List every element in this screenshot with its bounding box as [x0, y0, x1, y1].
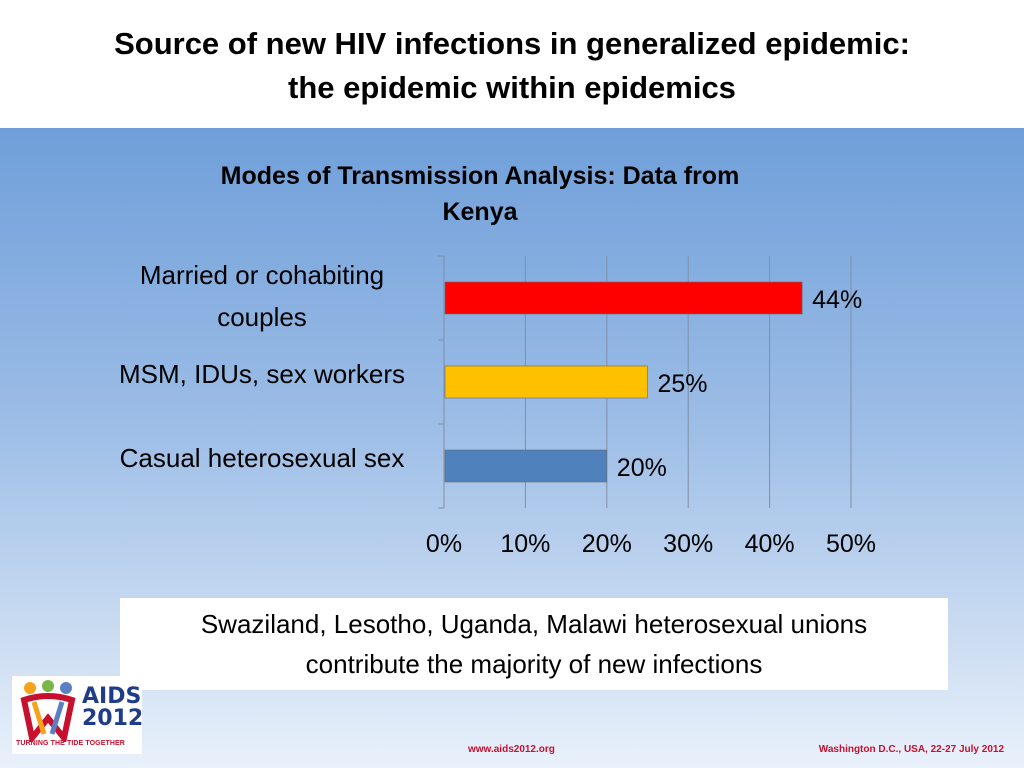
logo-text-line-2: 2012 [82, 706, 144, 731]
aids2012-logo: AIDS 2012 TURNING THE TIDE TOGETHER [12, 676, 143, 754]
bar [444, 281, 803, 315]
chart-title: Modes of Transmission Analysis: Data fro… [150, 158, 810, 230]
logo-text-line-1: AIDS [82, 684, 142, 709]
bar [444, 365, 648, 399]
footer-url[interactable]: www.aids2012.org [468, 744, 555, 755]
slide-header: Source of new HIV infections in generali… [0, 0, 1024, 128]
data-label: 20% [617, 454, 667, 482]
x-tick-label: 50% [826, 530, 876, 558]
x-tick-label: 40% [745, 530, 795, 558]
category-label: Casual heterosexual sex [120, 443, 405, 473]
slide-body: Modes of Transmission Analysis: Data fro… [0, 128, 1024, 768]
data-label: 25% [658, 370, 708, 398]
bar [444, 449, 608, 483]
category-label: Married or cohabiting [140, 260, 384, 290]
slide-title-line-1: Source of new HIV infections in generali… [114, 26, 910, 61]
category-label: couples [217, 302, 307, 332]
logo-tagline: TURNING THE TIDE TOGETHER [16, 740, 125, 747]
chart-title-line-2: Kenya [442, 198, 518, 226]
note-line-2: contribute the majority of new infection… [305, 649, 763, 679]
bar-chart: 0% 10% 20% 30% 40% 50% 44% Married or cohabitin… [119, 255, 876, 558]
x-tick-label: 30% [663, 530, 713, 558]
x-tick-label: 10% [500, 530, 550, 558]
x-tick-label: 0% [426, 530, 462, 558]
footer-event-info: Washington D.C., USA, 22-27 July 2012 [818, 744, 1004, 755]
data-label: 44% [812, 286, 862, 314]
slide-title-line-2: the epidemic within epidemics [288, 70, 736, 105]
chart-title-line-1: Modes of Transmission Analysis: Data fro… [220, 162, 740, 190]
ribbon-figures-icon [20, 680, 76, 742]
x-tick-label: 20% [582, 530, 632, 558]
category-label: MSM, IDUs, sex workers [119, 359, 405, 389]
slide-title: Source of new HIV infections in generali… [0, 0, 1024, 110]
note-box: Swaziland, Lesotho, Uganda, Malawi heter… [120, 598, 948, 690]
note-line-1: Swaziland, Lesotho, Uganda, Malawi heter… [200, 609, 868, 639]
logo-wordmark: AIDS 2012 [82, 686, 143, 730]
